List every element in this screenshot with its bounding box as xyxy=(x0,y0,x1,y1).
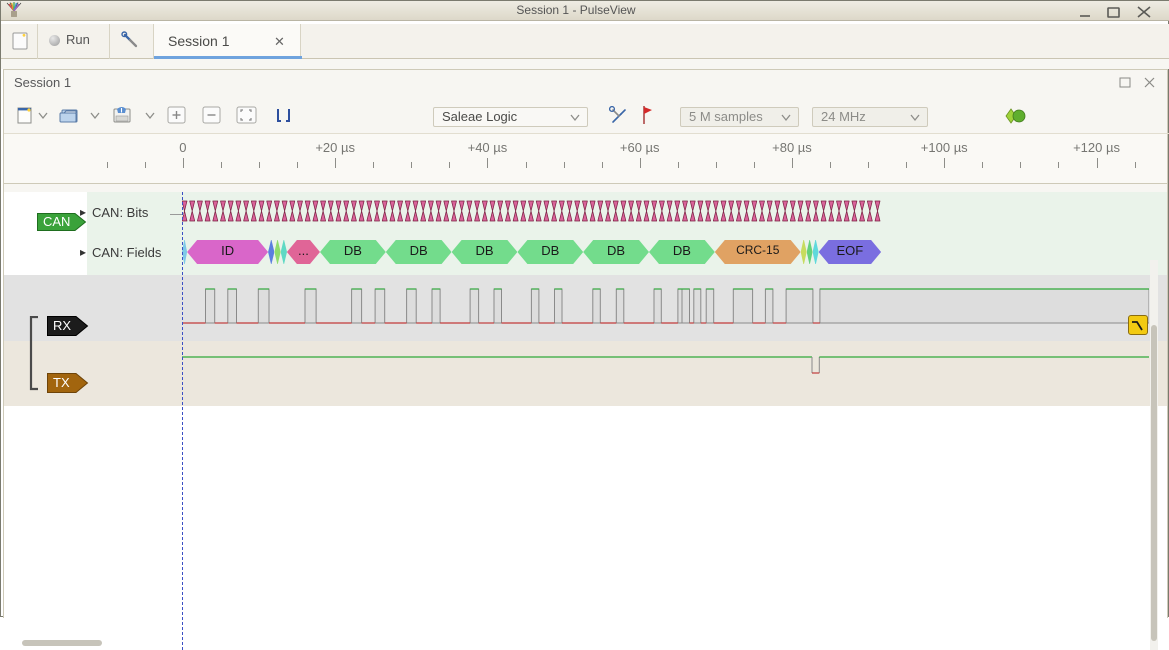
svg-text:RX: RX xyxy=(53,318,71,333)
svg-text:TX: TX xyxy=(53,375,70,390)
svg-text:CAN: CAN xyxy=(43,214,70,229)
